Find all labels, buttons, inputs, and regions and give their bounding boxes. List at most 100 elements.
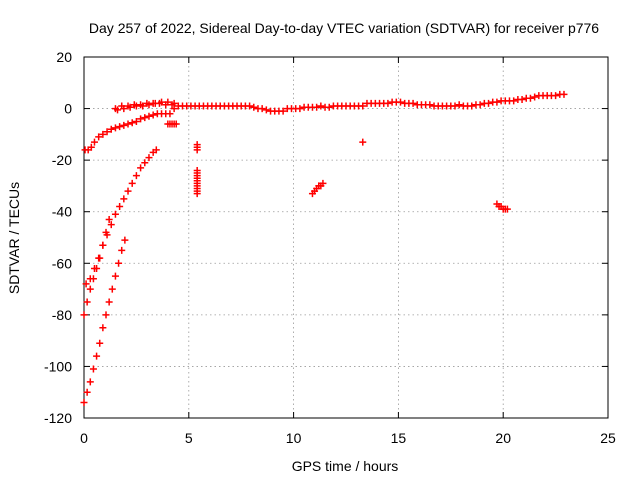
data-point <box>111 124 119 132</box>
data-point <box>262 106 270 114</box>
data-point <box>250 103 258 111</box>
series-cluster-4h <box>164 120 180 128</box>
data-point <box>476 101 484 109</box>
data-point <box>152 146 160 154</box>
data-point <box>83 298 91 306</box>
data-point <box>426 101 434 109</box>
series-descending-arc-upper <box>82 146 160 288</box>
data-point <box>86 378 94 386</box>
data-point <box>319 179 327 187</box>
data-point <box>359 102 367 110</box>
data-point <box>137 164 145 172</box>
y-tick-label: 20 <box>56 49 72 65</box>
data-point <box>116 123 124 131</box>
data-point <box>90 138 98 146</box>
data-point <box>493 98 501 106</box>
data-point <box>120 121 128 129</box>
axis-ticks <box>83 56 609 419</box>
data-point <box>89 365 97 373</box>
data-point <box>468 102 476 110</box>
data-point <box>124 187 132 195</box>
data-point <box>103 128 111 136</box>
data-point <box>359 138 367 146</box>
data-point <box>95 133 103 141</box>
data-point <box>102 228 110 236</box>
data-point <box>451 102 459 110</box>
grid <box>84 57 608 418</box>
data-point <box>141 114 149 122</box>
data-point <box>86 285 94 293</box>
data-point <box>317 102 325 110</box>
series-main-near-zero <box>81 90 568 154</box>
data-point <box>526 94 534 102</box>
data-point <box>102 311 110 319</box>
data-point <box>193 190 201 198</box>
data-point <box>126 103 134 111</box>
data-point <box>89 275 97 283</box>
data-point <box>80 311 88 319</box>
data-point <box>93 352 101 360</box>
data-point <box>99 241 107 249</box>
data-point <box>105 215 113 223</box>
series-descending-arc-middle <box>80 215 113 319</box>
data-point <box>552 92 560 100</box>
data-point <box>111 210 119 218</box>
data-point <box>116 203 124 211</box>
data-point <box>132 172 140 180</box>
data-point <box>105 298 113 306</box>
plot-frame <box>83 56 609 419</box>
data-point <box>87 143 95 151</box>
data-point <box>93 264 101 272</box>
data-point <box>518 96 526 104</box>
data-point <box>107 221 115 229</box>
data-point <box>258 105 266 113</box>
series-isolated-20h <box>493 200 511 213</box>
data-point <box>193 146 201 154</box>
data-point <box>120 195 128 203</box>
data-point <box>166 110 174 118</box>
data-point <box>114 106 122 114</box>
x-tick-label: 25 <box>600 430 616 446</box>
data-point <box>118 246 126 254</box>
data-point <box>139 102 147 110</box>
data-point <box>164 98 172 106</box>
data-point <box>80 399 88 407</box>
data-point <box>120 105 128 113</box>
series-isolated-13.3h <box>359 138 367 146</box>
data-point <box>170 99 178 107</box>
data-point <box>111 272 119 280</box>
data-point <box>83 388 91 396</box>
data-point <box>96 254 104 262</box>
data-point <box>296 105 304 113</box>
data-point <box>409 99 417 107</box>
data-point <box>485 99 493 107</box>
data-point <box>503 205 511 213</box>
data-point <box>455 101 463 109</box>
data-point <box>151 99 159 107</box>
data-point <box>149 111 157 119</box>
data-point <box>121 236 129 244</box>
data-point <box>99 324 107 332</box>
data-point <box>132 117 140 125</box>
data-point <box>108 285 116 293</box>
x-tick-label: 10 <box>286 430 302 446</box>
data-point <box>141 159 149 167</box>
data-point <box>82 280 90 288</box>
data-point <box>158 98 166 106</box>
data-point <box>99 130 107 138</box>
data-points <box>80 90 568 407</box>
data-point <box>313 103 321 111</box>
y-tick-label: -100 <box>44 358 72 374</box>
x-tick-label: 15 <box>391 430 407 446</box>
data-point <box>246 102 254 110</box>
data-point <box>124 120 132 128</box>
data-point <box>531 93 539 101</box>
y-axis-label: SDTVAR / TECUs <box>6 182 22 294</box>
data-point <box>115 259 123 267</box>
y-tick-label: 0 <box>64 101 72 117</box>
data-point <box>325 103 333 111</box>
x-tick-label: 20 <box>495 430 511 446</box>
series-isolated-11h <box>308 179 327 198</box>
data-point <box>279 107 287 115</box>
data-point <box>510 97 518 105</box>
